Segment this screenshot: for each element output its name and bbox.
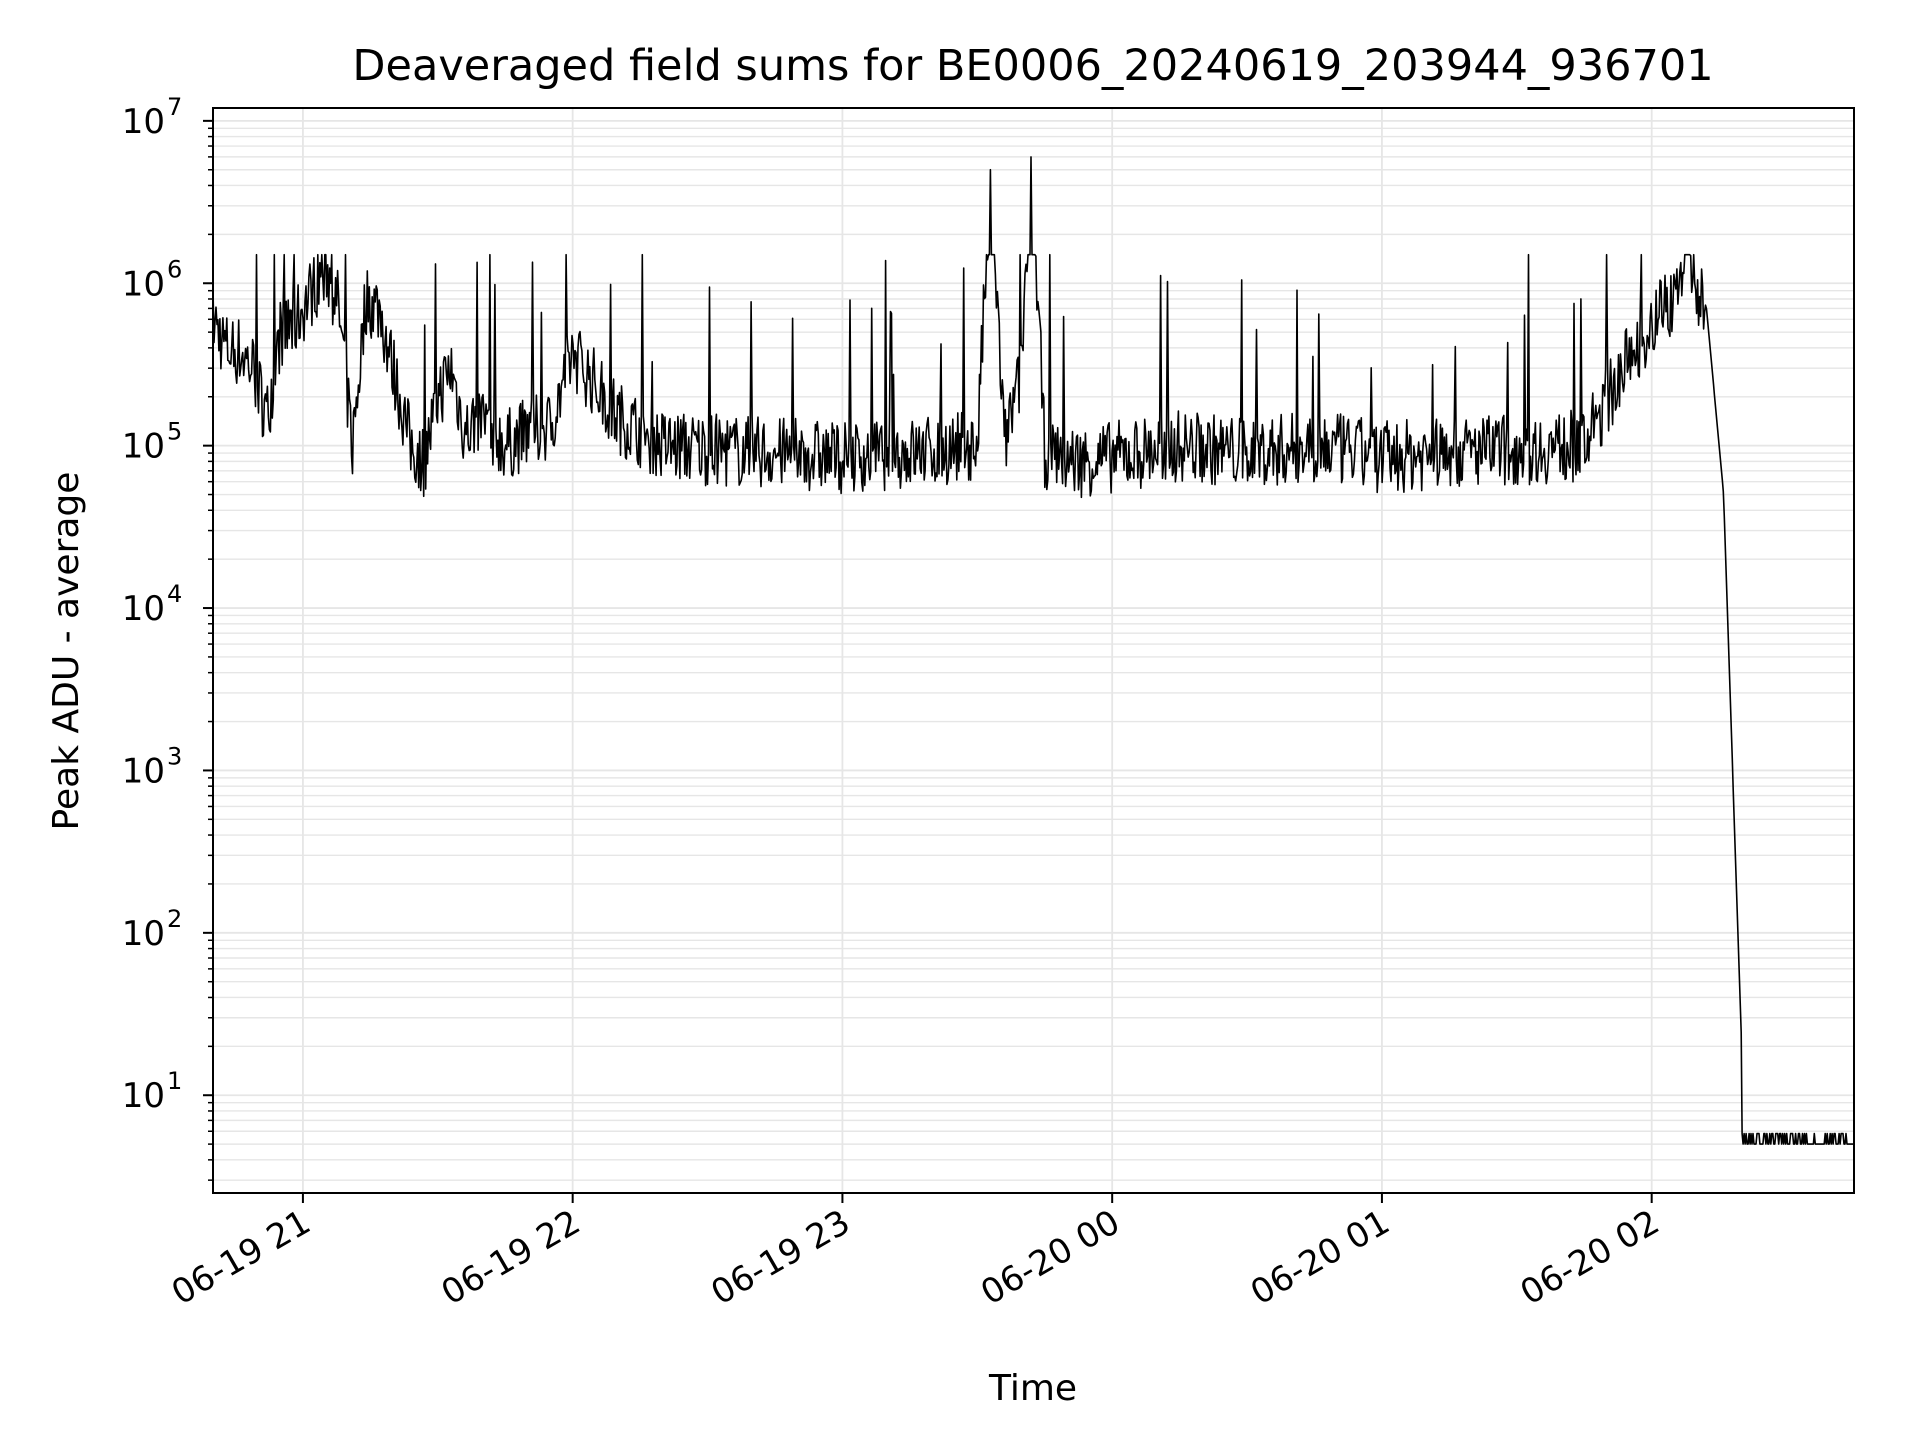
y-tick-label: 10 [122,102,165,142]
y-tick-label: 10 [122,1076,165,1116]
x-axis-label: Time [988,1368,1077,1409]
y-tick-exponent: 1 [167,1067,182,1095]
y-axis-label: Peak ADU - average [46,472,87,831]
series-line [212,156,1854,1145]
y-tick-exponent: 2 [167,905,182,933]
y-tick-exponent: 5 [167,418,182,446]
y-tick-label: 10 [122,264,165,304]
plot-area-frame [212,107,1855,1194]
y-tick-exponent: 4 [167,580,182,608]
chart-title: Deaveraged field sums for BE0006_2024061… [352,41,1713,91]
y-tick-exponent: 3 [167,742,182,770]
y-tick-label: 10 [122,589,165,629]
y-tick-label: 10 [122,914,165,954]
y-tick-label: 10 [122,751,165,791]
y-tick-exponent: 6 [167,255,182,283]
y-tick-label: 10 [122,427,165,467]
y-tick-exponent: 7 [167,93,182,121]
